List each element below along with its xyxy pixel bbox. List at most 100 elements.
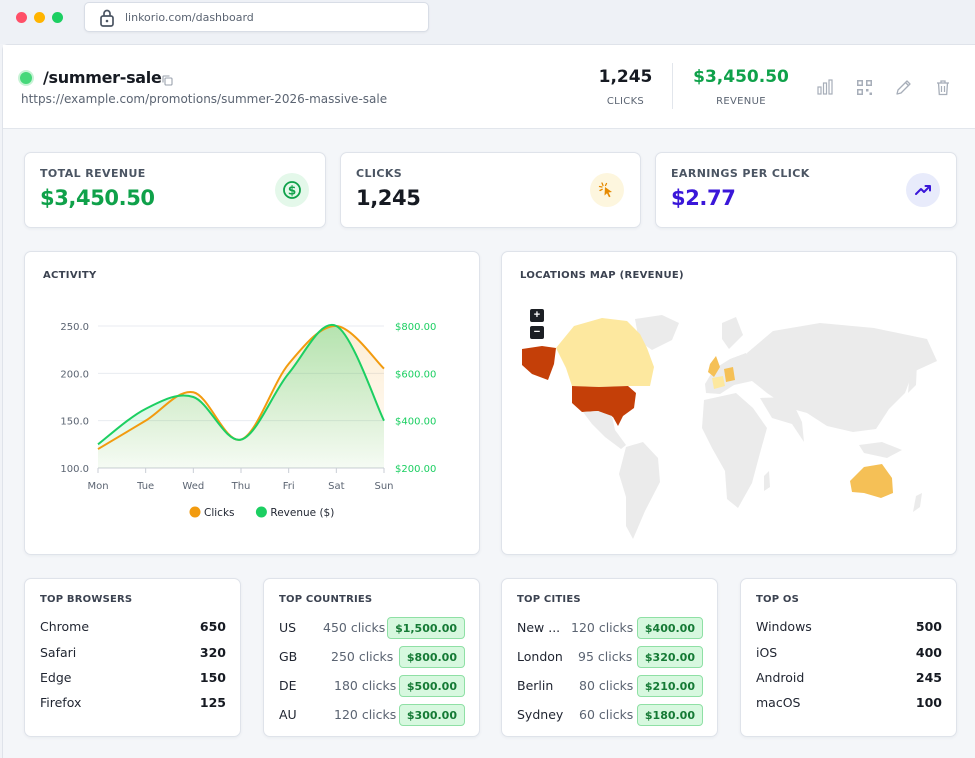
map-title: LOCATIONS MAP (REVENUE) <box>520 270 684 281</box>
y-left-tick-label: 150.0 <box>60 417 89 428</box>
x-tick-label: Sun <box>374 481 393 492</box>
dashboard-panel: /summer-sale https://example.com/promoti… <box>2 44 975 758</box>
x-tick-label: Thu <box>231 481 251 492</box>
locations-map-card: LOCATIONS MAP (REVENUE) + − <box>501 251 957 555</box>
maximize-window-button[interactable] <box>52 12 63 23</box>
country-code: US <box>279 620 297 635</box>
header-revenue-label: REVENUE <box>716 96 766 107</box>
browser-row: Chrome 650 <box>40 616 226 638</box>
svg-text:$: $ <box>288 183 296 197</box>
kpi-value: $3,450.50 <box>40 186 155 210</box>
header-revenue-value: $3,450.50 <box>693 67 789 87</box>
browser-count: 650 <box>199 619 226 634</box>
os-name: Windows <box>756 619 812 634</box>
legend-swatch <box>255 506 267 518</box>
minimize-window-button[interactable] <box>34 12 45 23</box>
y-right-tick-label: $800.00 <box>395 322 436 333</box>
browser-row: Safari 320 <box>40 642 226 664</box>
kpi-card-clicks: CLICKS 1,245 <box>340 152 641 228</box>
destination-url[interactable]: https://example.com/promotions/summer-20… <box>21 92 388 106</box>
browser-name: Chrome <box>40 619 90 634</box>
city-clicks: 95 clicks <box>578 649 633 664</box>
cursor-click-icon <box>590 173 624 207</box>
country-row: DE 180 clicks $500.00 <box>279 675 465 697</box>
url-text: linkorio.com/dashboard <box>125 11 254 24</box>
y-left-tick-label: 100.0 <box>60 464 89 475</box>
copy-icon[interactable] <box>162 73 173 91</box>
city-row: Sydney 60 clicks $180.00 <box>517 704 703 726</box>
browser-chrome: linkorio.com/dashboard <box>0 0 975 44</box>
browser-name: Safari <box>40 645 77 660</box>
country-revenue-badge: $800.00 <box>398 646 465 668</box>
top-countries-card: TOP COUNTRIES US 450 clicks $1,500.00 GB 25… <box>263 578 480 737</box>
header-clicks-value: 1,245 <box>598 67 653 87</box>
kpi-value: $2.77 <box>671 186 736 210</box>
city-revenue-badge: $210.00 <box>636 675 703 697</box>
city-clicks: 120 clicks <box>571 620 634 635</box>
os-row: Windows 500 <box>756 616 942 638</box>
city-name: London <box>517 649 563 664</box>
country-revenue-badge: $1,500.00 <box>387 617 465 639</box>
world-map[interactable] <box>502 252 956 554</box>
kpi-value: 1,245 <box>356 186 421 210</box>
address-bar[interactable]: linkorio.com/dashboard <box>84 2 429 32</box>
y-right-tick-label: $200.00 <box>395 464 436 475</box>
activity-card: ACTIVITY 100.0 $200.00 150.0 $400.00 200.0 $6… <box>24 251 480 555</box>
header-divider <box>672 63 673 109</box>
os-row: macOS 100 <box>756 692 942 714</box>
country-row: GB 250 clicks $800.00 <box>279 646 465 668</box>
dollar-icon: $ <box>275 173 309 207</box>
x-tick-label: Mon <box>87 481 108 492</box>
trending-up-icon <box>906 173 940 207</box>
kpi-card-earnings-per-click: EARNINGS PER CLICK $2.77 <box>655 152 957 228</box>
legend-label: Clicks <box>204 507 235 519</box>
close-window-button[interactable] <box>16 12 27 23</box>
city-revenue-badge: $400.00 <box>636 617 703 639</box>
status-indicator <box>20 72 32 84</box>
country-clicks: 450 clicks <box>323 620 386 635</box>
x-tick-label: Tue <box>136 481 154 492</box>
country-code: AU <box>279 707 297 722</box>
browser-count: 125 <box>199 695 226 710</box>
city-name: New ... <box>517 620 561 635</box>
map-zoom-in-button[interactable]: + <box>530 309 544 322</box>
country-row: AU 120 clicks $300.00 <box>279 704 465 726</box>
y-right-tick-label: $400.00 <box>395 417 436 428</box>
os-count: 245 <box>915 670 942 685</box>
series-area-revenue <box>98 324 384 468</box>
city-clicks: 80 clicks <box>579 678 634 693</box>
activity-title: ACTIVITY <box>43 270 97 281</box>
kpi-label: CLICKS <box>356 167 403 180</box>
x-tick-label: Wed <box>182 481 204 492</box>
os-count: 400 <box>915 645 942 660</box>
map-zoom-out-button[interactable]: − <box>530 326 544 339</box>
country-clicks: 120 clicks <box>334 707 397 722</box>
country-revenue-badge: $500.00 <box>398 675 465 697</box>
city-name: Berlin <box>517 678 554 693</box>
city-row: Berlin 80 clicks $210.00 <box>517 675 703 697</box>
os-row: Android 245 <box>756 667 942 689</box>
browser-row: Edge 150 <box>40 667 226 689</box>
qr-icon[interactable] <box>856 79 873 101</box>
os-row: iOS 400 <box>756 642 942 664</box>
top-os-title: TOP OS <box>756 594 800 605</box>
city-row: London 95 clicks $320.00 <box>517 646 703 668</box>
y-left-tick-label: 200.0 <box>60 369 89 380</box>
activity-chart: 100.0 $200.00 150.0 $400.00 200.0 $600.00 250.… <box>60 322 436 519</box>
os-name: macOS <box>756 695 801 710</box>
browser-count: 320 <box>199 645 226 660</box>
lock-icon <box>99 8 115 32</box>
trash-icon[interactable] <box>935 79 951 101</box>
top-countries-title: TOP COUNTRIES <box>279 594 373 605</box>
top-os-card: TOP OS Windows 500 iOS 400 Android 245 macO… <box>740 578 957 737</box>
city-revenue-badge: $180.00 <box>636 704 703 726</box>
y-right-tick-label: $600.00 <box>395 369 436 380</box>
series-line-revenue <box>97 323 385 446</box>
browser-row: Firefox 125 <box>40 692 226 714</box>
chart-icon[interactable] <box>816 79 834 100</box>
header-clicks-label: CLICKS <box>606 96 645 107</box>
browser-count: 150 <box>199 670 226 685</box>
browser-name: Edge <box>40 670 72 685</box>
edit-icon[interactable] <box>895 79 912 101</box>
kpi-label: TOTAL REVENUE <box>40 167 146 180</box>
